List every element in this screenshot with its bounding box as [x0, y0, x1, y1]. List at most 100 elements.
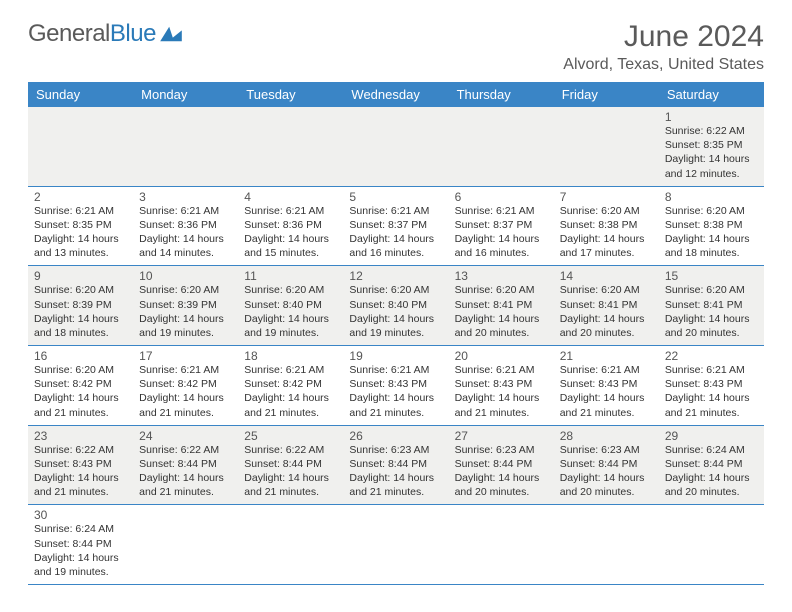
daylight-text: Daylight: 14 hours and 21 minutes.	[34, 471, 127, 499]
sunset-text: Sunset: 8:42 PM	[139, 377, 232, 391]
day-number: 23	[34, 429, 127, 443]
sunset-text: Sunset: 8:36 PM	[244, 218, 337, 232]
day-number: 15	[665, 269, 758, 283]
daylight-text: Daylight: 14 hours and 16 minutes.	[349, 232, 442, 260]
calendar-cell: 30Sunrise: 6:24 AMSunset: 8:44 PMDayligh…	[28, 505, 133, 585]
daylight-text: Daylight: 14 hours and 17 minutes.	[560, 232, 653, 260]
calendar-cell: 27Sunrise: 6:23 AMSunset: 8:44 PMDayligh…	[449, 425, 554, 505]
sunrise-text: Sunrise: 6:20 AM	[455, 283, 548, 297]
sunset-text: Sunset: 8:38 PM	[560, 218, 653, 232]
day-number: 26	[349, 429, 442, 443]
day-number: 28	[560, 429, 653, 443]
sunrise-text: Sunrise: 6:24 AM	[34, 522, 127, 536]
calendar-cell: 4Sunrise: 6:21 AMSunset: 8:36 PMDaylight…	[238, 186, 343, 266]
daylight-text: Daylight: 14 hours and 20 minutes.	[665, 471, 758, 499]
sunrise-text: Sunrise: 6:21 AM	[34, 204, 127, 218]
sunrise-text: Sunrise: 6:21 AM	[244, 363, 337, 377]
calendar-cell: 25Sunrise: 6:22 AMSunset: 8:44 PMDayligh…	[238, 425, 343, 505]
weekday-header: Saturday	[659, 82, 764, 107]
daylight-text: Daylight: 14 hours and 21 minutes.	[349, 391, 442, 419]
weekday-header: Wednesday	[343, 82, 448, 107]
calendar-grid: SundayMondayTuesdayWednesdayThursdayFrid…	[28, 82, 764, 585]
calendar-cell	[343, 107, 448, 186]
sunrise-text: Sunrise: 6:21 AM	[665, 363, 758, 377]
calendar-cell	[554, 505, 659, 585]
calendar-cell: 23Sunrise: 6:22 AMSunset: 8:43 PMDayligh…	[28, 425, 133, 505]
calendar-cell: 7Sunrise: 6:20 AMSunset: 8:38 PMDaylight…	[554, 186, 659, 266]
sunrise-text: Sunrise: 6:20 AM	[34, 363, 127, 377]
weekday-header: Tuesday	[238, 82, 343, 107]
sunrise-text: Sunrise: 6:21 AM	[560, 363, 653, 377]
day-number: 1	[665, 110, 758, 124]
sunrise-text: Sunrise: 6:20 AM	[560, 283, 653, 297]
day-number: 9	[34, 269, 127, 283]
sunset-text: Sunset: 8:44 PM	[34, 537, 127, 551]
day-number: 5	[349, 190, 442, 204]
sunset-text: Sunset: 8:40 PM	[349, 298, 442, 312]
sunrise-text: Sunrise: 6:20 AM	[349, 283, 442, 297]
sunrise-text: Sunrise: 6:21 AM	[349, 204, 442, 218]
sunset-text: Sunset: 8:35 PM	[34, 218, 127, 232]
calendar-cell: 19Sunrise: 6:21 AMSunset: 8:43 PMDayligh…	[343, 346, 448, 426]
daylight-text: Daylight: 14 hours and 21 minutes.	[244, 391, 337, 419]
day-number: 21	[560, 349, 653, 363]
daylight-text: Daylight: 14 hours and 16 minutes.	[455, 232, 548, 260]
sunrise-text: Sunrise: 6:23 AM	[455, 443, 548, 457]
sunset-text: Sunset: 8:41 PM	[560, 298, 653, 312]
day-number: 27	[455, 429, 548, 443]
day-number: 30	[34, 508, 127, 522]
calendar-cell: 16Sunrise: 6:20 AMSunset: 8:42 PMDayligh…	[28, 346, 133, 426]
sunrise-text: Sunrise: 6:22 AM	[34, 443, 127, 457]
daylight-text: Daylight: 14 hours and 21 minutes.	[34, 391, 127, 419]
sunset-text: Sunset: 8:39 PM	[139, 298, 232, 312]
weekday-header: Thursday	[449, 82, 554, 107]
day-number: 16	[34, 349, 127, 363]
daylight-text: Daylight: 14 hours and 13 minutes.	[34, 232, 127, 260]
sunset-text: Sunset: 8:44 PM	[560, 457, 653, 471]
sunset-text: Sunset: 8:44 PM	[455, 457, 548, 471]
daylight-text: Daylight: 14 hours and 12 minutes.	[665, 152, 758, 180]
calendar-cell: 12Sunrise: 6:20 AMSunset: 8:40 PMDayligh…	[343, 266, 448, 346]
calendar-cell: 28Sunrise: 6:23 AMSunset: 8:44 PMDayligh…	[554, 425, 659, 505]
daylight-text: Daylight: 14 hours and 20 minutes.	[455, 471, 548, 499]
calendar-title: June 2024	[563, 20, 764, 54]
daylight-text: Daylight: 14 hours and 18 minutes.	[34, 312, 127, 340]
calendar-cell: 13Sunrise: 6:20 AMSunset: 8:41 PMDayligh…	[449, 266, 554, 346]
calendar-cell: 8Sunrise: 6:20 AMSunset: 8:38 PMDaylight…	[659, 186, 764, 266]
daylight-text: Daylight: 14 hours and 19 minutes.	[349, 312, 442, 340]
daylight-text: Daylight: 14 hours and 19 minutes.	[34, 551, 127, 579]
logo-text: GeneralBlue	[28, 20, 156, 48]
sunset-text: Sunset: 8:42 PM	[244, 377, 337, 391]
daylight-text: Daylight: 14 hours and 21 minutes.	[665, 391, 758, 419]
sunrise-text: Sunrise: 6:20 AM	[665, 283, 758, 297]
calendar-cell	[28, 107, 133, 186]
calendar-cell: 11Sunrise: 6:20 AMSunset: 8:40 PMDayligh…	[238, 266, 343, 346]
sunset-text: Sunset: 8:35 PM	[665, 138, 758, 152]
day-number: 12	[349, 269, 442, 283]
sunrise-text: Sunrise: 6:22 AM	[139, 443, 232, 457]
calendar-cell: 2Sunrise: 6:21 AMSunset: 8:35 PMDaylight…	[28, 186, 133, 266]
sunset-text: Sunset: 8:43 PM	[34, 457, 127, 471]
day-number: 29	[665, 429, 758, 443]
calendar-cell	[133, 107, 238, 186]
sunset-text: Sunset: 8:43 PM	[560, 377, 653, 391]
calendar-cell	[659, 505, 764, 585]
day-number: 18	[244, 349, 337, 363]
sunrise-text: Sunrise: 6:20 AM	[34, 283, 127, 297]
sunrise-text: Sunrise: 6:20 AM	[139, 283, 232, 297]
sunset-text: Sunset: 8:37 PM	[455, 218, 548, 232]
sunset-text: Sunset: 8:39 PM	[34, 298, 127, 312]
calendar-cell: 17Sunrise: 6:21 AMSunset: 8:42 PMDayligh…	[133, 346, 238, 426]
sunset-text: Sunset: 8:44 PM	[349, 457, 442, 471]
calendar-cell	[449, 505, 554, 585]
day-number: 25	[244, 429, 337, 443]
sunset-text: Sunset: 8:44 PM	[244, 457, 337, 471]
daylight-text: Daylight: 14 hours and 19 minutes.	[244, 312, 337, 340]
sunset-text: Sunset: 8:40 PM	[244, 298, 337, 312]
sunset-text: Sunset: 8:43 PM	[455, 377, 548, 391]
day-number: 8	[665, 190, 758, 204]
calendar-cell: 24Sunrise: 6:22 AMSunset: 8:44 PMDayligh…	[133, 425, 238, 505]
sunrise-text: Sunrise: 6:21 AM	[455, 204, 548, 218]
calendar-cell: 21Sunrise: 6:21 AMSunset: 8:43 PMDayligh…	[554, 346, 659, 426]
sunrise-text: Sunrise: 6:21 AM	[455, 363, 548, 377]
